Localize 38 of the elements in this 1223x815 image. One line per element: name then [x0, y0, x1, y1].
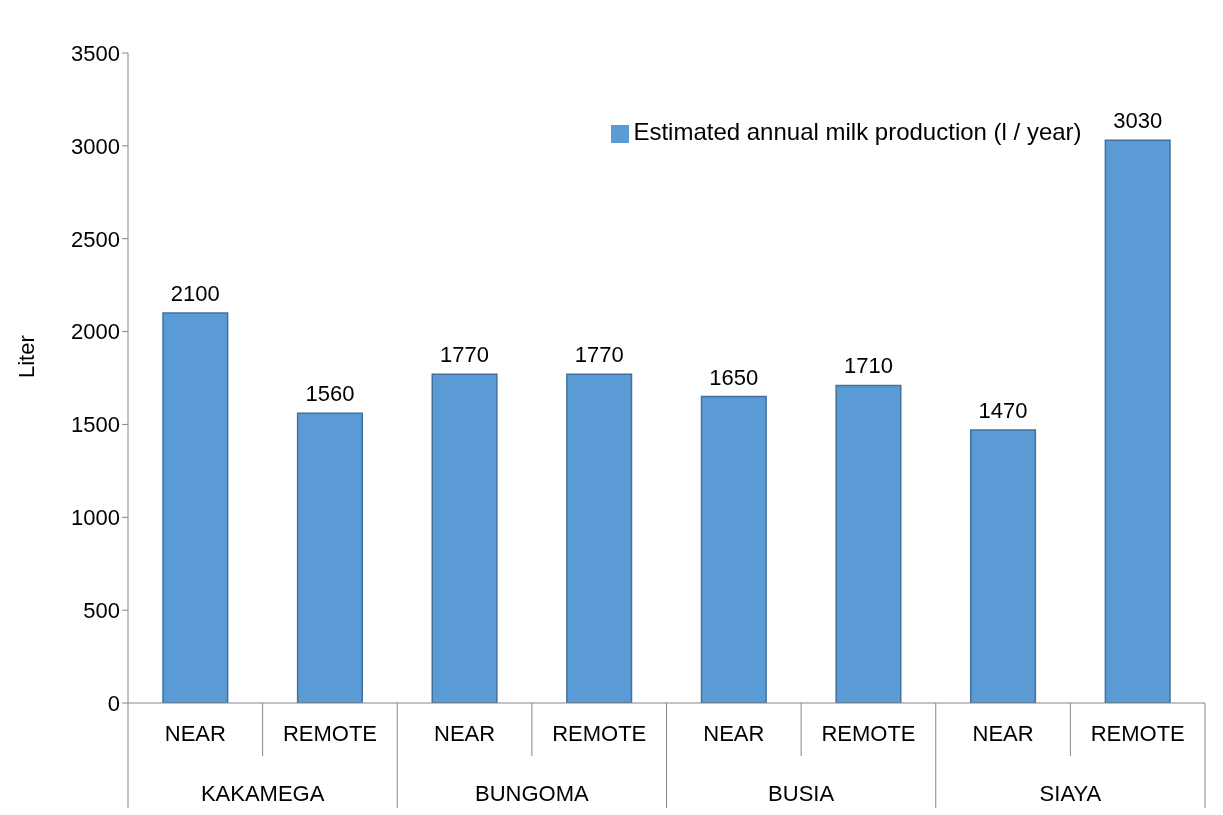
text: BUNGOMA	[475, 781, 590, 806]
data-label: 1770	[574, 342, 624, 368]
x-tick-label: NEAR	[164, 721, 226, 746]
text: BUSIA	[768, 781, 835, 806]
data-label: 3030	[1113, 108, 1163, 134]
x-tick-label: NEAR	[703, 721, 765, 746]
y-tick-label: 2500	[71, 226, 120, 252]
x-tick-label: REMOTE	[821, 721, 916, 746]
bar	[1104, 139, 1171, 703]
data-label: 1770	[440, 342, 490, 368]
bar	[296, 412, 363, 703]
y-tick-label: 1000	[71, 505, 120, 531]
data-label: 1560	[305, 381, 355, 407]
x-tick-label: NEAR	[434, 721, 496, 746]
y-tick-label: 3500	[71, 40, 120, 66]
bar	[700, 395, 767, 703]
text: SIAYA	[1039, 781, 1102, 806]
data-label: 2100	[170, 281, 220, 306]
y-tick-label: 1500	[71, 412, 120, 438]
bar	[835, 384, 902, 703]
bar	[431, 373, 498, 703]
data-label: 1470	[978, 398, 1028, 423]
bar	[566, 373, 633, 703]
data-label: 1650	[709, 364, 759, 390]
bar	[162, 312, 229, 703]
y-tick-label: 2000	[71, 319, 120, 345]
x-tick-label: REMOTE	[552, 721, 647, 746]
x-tick-label: NEAR	[972, 721, 1034, 746]
y-axis-title: Liter	[13, 335, 39, 378]
y-tick-label: 500	[83, 597, 120, 623]
x-tick-label: REMOTE	[282, 721, 377, 746]
data-label: 1710	[843, 353, 893, 379]
y-tick-label: 0	[107, 690, 120, 716]
bar	[970, 429, 1037, 703]
legend-label: Estimated annual milk production (l / year)	[633, 118, 1082, 145]
y-tick-label: 3000	[71, 133, 120, 159]
text: KAKAMEGA	[200, 781, 325, 806]
x-tick-label: REMOTE	[1090, 721, 1185, 746]
